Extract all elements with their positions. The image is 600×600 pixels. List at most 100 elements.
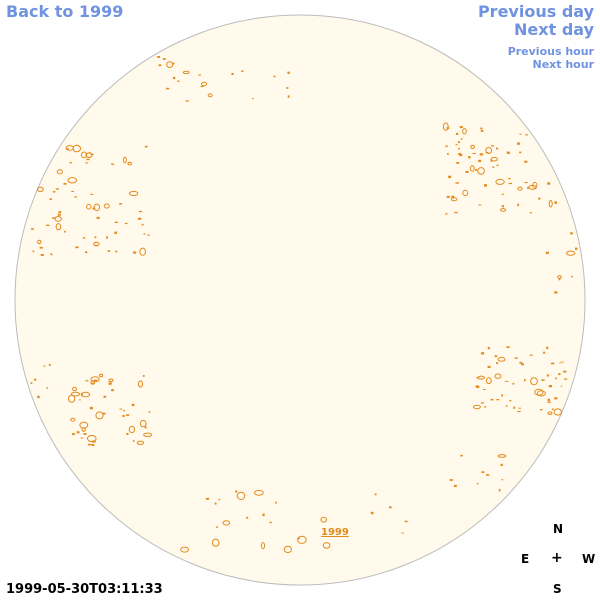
active-region-marker	[129, 190, 139, 197]
active-region-marker	[218, 499, 221, 501]
active-region-marker	[545, 251, 549, 255]
active-region-marker	[158, 64, 162, 67]
active-region-marker	[182, 70, 190, 75]
active-region-marker	[82, 237, 86, 239]
active-region-marker	[451, 195, 455, 199]
active-region-marker	[173, 76, 176, 80]
active-region-marker	[39, 246, 43, 249]
active-region-marker	[505, 405, 508, 407]
active-region-marker	[69, 161, 72, 164]
active-region-marker	[94, 379, 98, 382]
active-region-marker	[571, 275, 573, 278]
active-region-marker	[95, 411, 104, 420]
active-region-marker	[90, 376, 100, 383]
active-region-marker	[64, 230, 66, 233]
active-region-marker	[449, 479, 453, 481]
active-region-marker	[287, 95, 290, 98]
active-region-marker	[496, 362, 499, 365]
previous-hour-link[interactable]: Previous hour	[507, 45, 594, 58]
active-region-marker	[497, 357, 506, 362]
active-region-marker	[495, 178, 505, 185]
active-region-marker	[96, 216, 100, 219]
active-region-marker	[517, 142, 520, 145]
active-region-marker	[205, 497, 209, 500]
active-region-marker	[450, 197, 458, 202]
active-region-marker	[123, 410, 125, 412]
active-region-marker	[404, 520, 408, 523]
active-region-marker	[506, 151, 510, 154]
active-region-marker	[54, 216, 62, 222]
active-region-marker	[90, 380, 96, 385]
active-region-marker	[497, 454, 507, 458]
active-region-marker	[66, 148, 69, 150]
active-region-marker	[524, 182, 528, 184]
active-region-marker	[214, 502, 217, 505]
active-region-marker	[67, 177, 78, 184]
active-region-marker	[80, 391, 91, 398]
active-region-marker	[48, 364, 51, 366]
active-region-marker	[162, 58, 166, 60]
active-region-marker	[30, 382, 33, 384]
active-region-marker	[207, 93, 213, 98]
active-region-marker	[231, 73, 234, 75]
active-region-marker	[246, 516, 249, 519]
active-region-marker	[107, 250, 110, 252]
back-to-year-link[interactable]: Back to 1999	[6, 2, 124, 21]
active-region-marker	[52, 191, 56, 193]
active-region-marker	[56, 169, 63, 175]
active-region-marker	[476, 482, 479, 485]
active-region-marker	[90, 193, 94, 195]
compass-north: N	[553, 522, 564, 536]
active-region-marker	[521, 363, 524, 366]
active-region-marker	[111, 163, 114, 165]
active-region-marker	[40, 254, 44, 256]
active-region-marker	[370, 511, 374, 515]
active-region-marker	[462, 189, 469, 196]
active-region-marker	[211, 538, 220, 547]
active-region-marker	[465, 170, 469, 173]
active-region-markers	[30, 56, 578, 554]
previous-day-link[interactable]: Previous day	[477, 2, 594, 21]
year-link[interactable]: 1999	[321, 527, 349, 538]
active-region-marker	[459, 154, 463, 157]
next-day-link[interactable]: Next day	[514, 20, 594, 39]
active-region-marker	[111, 389, 114, 392]
active-region-marker	[519, 361, 523, 364]
active-region-marker	[519, 151, 522, 154]
active-region-marker	[469, 165, 475, 172]
active-region-marker	[462, 128, 467, 135]
active-region-marker	[455, 182, 459, 184]
active-region-marker	[459, 126, 463, 129]
active-region-marker	[275, 501, 277, 504]
active-region-marker	[564, 378, 568, 380]
active-region-marker	[389, 506, 392, 509]
active-region-marker	[139, 247, 146, 256]
active-region-marker	[475, 169, 477, 171]
active-region-marker	[555, 377, 557, 380]
active-region-marker	[108, 378, 114, 383]
active-region-marker	[561, 361, 564, 363]
active-region-marker	[559, 362, 561, 364]
active-region-marker	[185, 100, 189, 102]
active-region-marker	[570, 232, 573, 235]
active-region-marker	[485, 151, 489, 154]
active-region-marker	[55, 223, 62, 231]
active-region-marker	[57, 214, 61, 216]
active-region-marker	[472, 153, 476, 154]
active-region-marker	[297, 537, 300, 540]
active-region-marker	[480, 127, 483, 130]
active-region-marker	[501, 479, 504, 481]
active-region-marker	[487, 346, 490, 350]
active-region-marker	[445, 213, 448, 215]
active-region-marker	[119, 203, 122, 205]
active-region-marker	[320, 516, 328, 523]
active-region-marker	[480, 130, 484, 132]
active-region-marker	[141, 223, 144, 226]
compass-east: E	[521, 552, 530, 566]
next-hour-link[interactable]: Next hour	[532, 58, 595, 71]
active-region-marker	[513, 406, 516, 409]
active-region-marker	[43, 365, 46, 367]
active-region-marker	[477, 375, 486, 380]
active-region-marker	[283, 545, 292, 554]
